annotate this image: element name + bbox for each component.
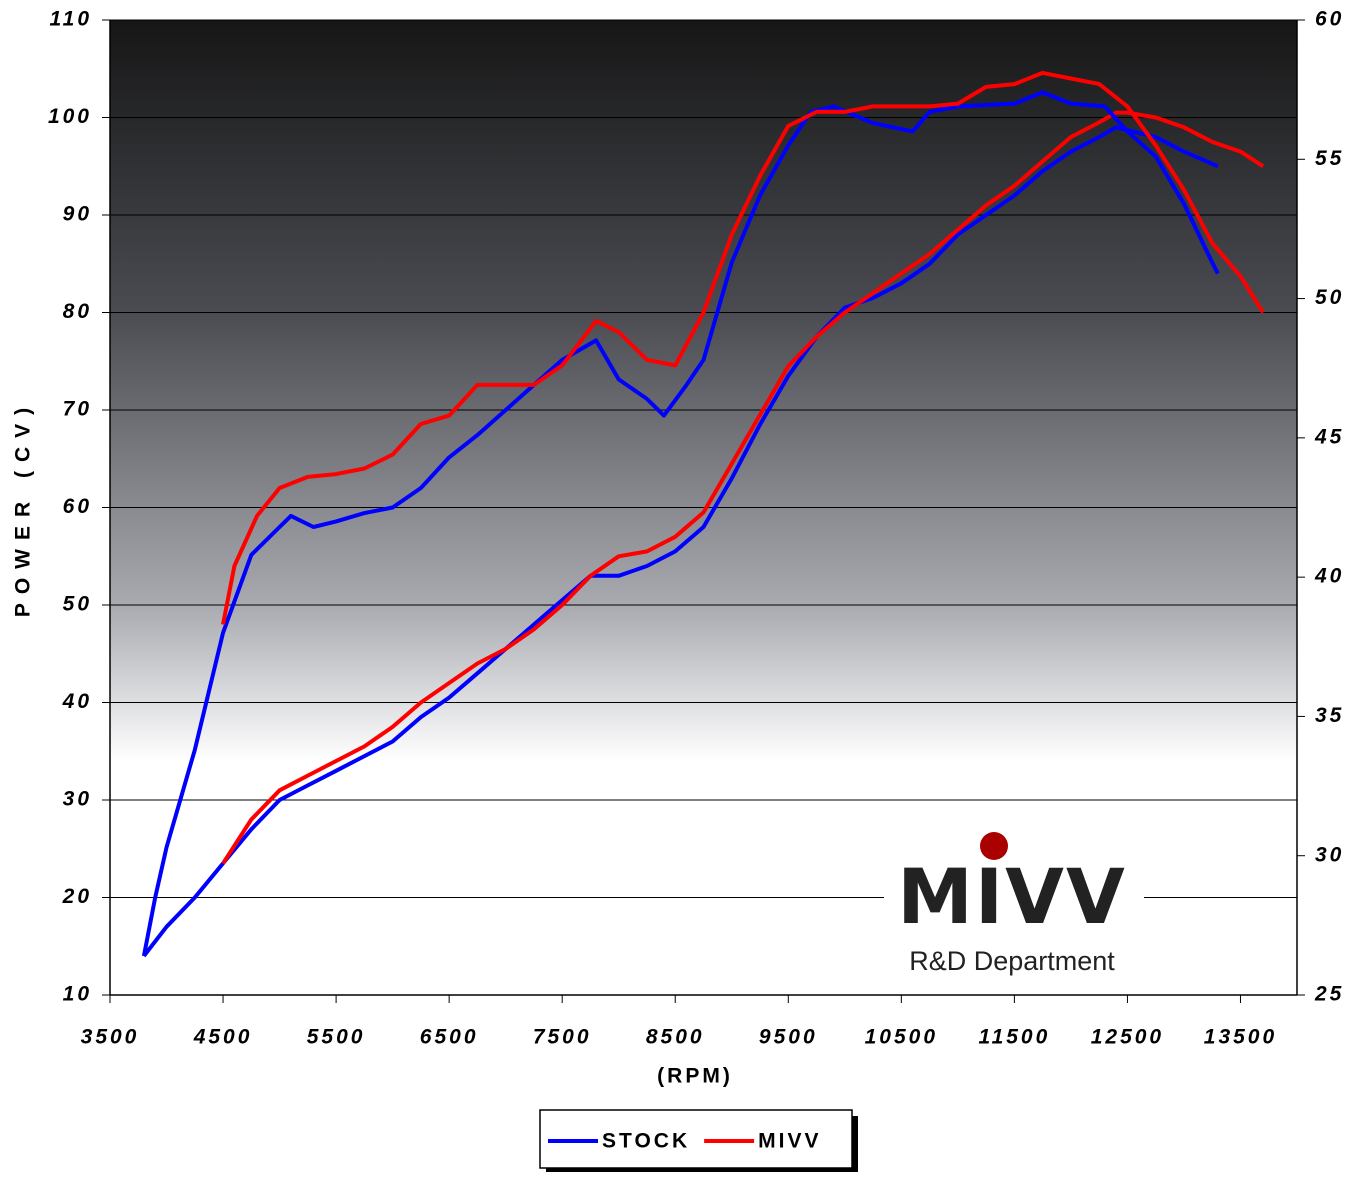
- x-tick-label: 8500: [646, 1026, 705, 1049]
- y2-tick-label: 60: [1315, 8, 1344, 31]
- x-axis-label: (RPM): [657, 1065, 733, 1088]
- logo-subtitle: R&D Department: [909, 946, 1115, 976]
- y2-tick-label: 40: [1314, 565, 1344, 588]
- x-tick-label: 9500: [759, 1026, 818, 1049]
- x-tick-label: 3500: [81, 1026, 140, 1049]
- y-tick-label: 30: [63, 788, 92, 811]
- y-tick-label: 40: [62, 690, 92, 713]
- y-tick-label: 70: [63, 398, 92, 421]
- y-tick-label: 110: [50, 8, 92, 31]
- y2-tick-label: 30: [1315, 843, 1344, 866]
- y-tick-label: 50: [63, 593, 92, 616]
- x-tick-label: 13500: [1204, 1026, 1277, 1049]
- x-tick-label: 12500: [1091, 1026, 1164, 1049]
- logo-dot: [980, 832, 1008, 860]
- line: [221, 110, 1265, 865]
- x-tick-label: 11500: [978, 1026, 1050, 1049]
- y-tick-label: 90: [63, 203, 92, 226]
- x-tick-label: 10500: [865, 1026, 938, 1049]
- y2-tick-label: 55: [1315, 147, 1344, 170]
- y-axis-label: POWER (CV): [12, 399, 35, 617]
- y-tick-label: 100: [48, 105, 92, 128]
- logo: MIVV R&D Department: [884, 832, 1144, 976]
- line: [142, 125, 1219, 958]
- line: [141, 90, 1220, 957]
- y2-tick-label: 35: [1315, 704, 1344, 727]
- legend-label: MIVV: [758, 1130, 821, 1153]
- x-tick-label: 4500: [193, 1026, 253, 1049]
- y2-tick-label: 45: [1314, 425, 1344, 448]
- x-tick-label: 6500: [420, 1026, 479, 1049]
- y-tick-label: 60: [63, 495, 92, 518]
- legend-label: STOCK: [602, 1130, 690, 1153]
- logo-name: MIVV: [897, 852, 1127, 941]
- line: [221, 70, 1265, 625]
- x-tick-label: 7500: [533, 1026, 592, 1049]
- y-tick-label: 20: [62, 885, 92, 908]
- y-tick-label: 10: [63, 983, 92, 1006]
- x-tick-label: 5500: [307, 1026, 366, 1049]
- logo-bg: [884, 838, 1144, 950]
- y2-tick-label: 50: [1315, 286, 1344, 309]
- y-tick-label: 80: [63, 300, 92, 323]
- y2-tick-label: 25: [1314, 983, 1344, 1006]
